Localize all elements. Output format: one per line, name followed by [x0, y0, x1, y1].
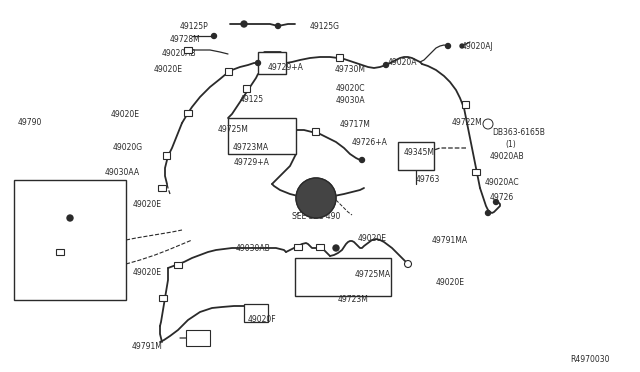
Text: 49020AB: 49020AB	[490, 152, 525, 161]
Text: 49020E: 49020E	[111, 110, 140, 119]
Bar	[337, 54, 344, 61]
Circle shape	[460, 44, 464, 48]
Text: 49726+A: 49726+A	[352, 138, 388, 147]
Text: 49020E: 49020E	[436, 278, 465, 287]
Text: 49020AB: 49020AB	[161, 49, 196, 58]
Text: R4970030: R4970030	[570, 355, 609, 364]
Bar	[258, 52, 286, 74]
Text: 49020E: 49020E	[133, 268, 162, 277]
Text: 49790: 49790	[18, 118, 42, 127]
Bar	[56, 249, 64, 255]
Bar	[174, 262, 182, 268]
Text: DB363-6165B: DB363-6165B	[492, 128, 545, 137]
Text: 49020E: 49020E	[133, 200, 162, 209]
Bar	[158, 185, 166, 191]
Text: 49125P: 49125P	[179, 22, 208, 31]
Text: SEE SEC 490: SEE SEC 490	[292, 212, 340, 221]
Circle shape	[383, 62, 388, 67]
Circle shape	[255, 61, 260, 65]
Circle shape	[360, 157, 365, 163]
Text: 49020E: 49020E	[154, 65, 183, 74]
Text: S: S	[486, 122, 490, 126]
Text: 49020G: 49020G	[113, 143, 143, 152]
Bar	[14, 180, 126, 300]
Circle shape	[241, 21, 247, 27]
Text: 49729+A: 49729+A	[268, 63, 304, 72]
Bar	[463, 100, 470, 108]
Bar	[186, 330, 210, 346]
Circle shape	[333, 245, 339, 251]
Bar	[184, 110, 192, 116]
Text: 49725M: 49725M	[218, 125, 249, 134]
Circle shape	[67, 215, 73, 221]
Text: (1): (1)	[505, 140, 516, 149]
Bar	[312, 128, 319, 135]
Circle shape	[211, 33, 216, 38]
Text: 49125G: 49125G	[310, 22, 340, 31]
Circle shape	[493, 199, 499, 205]
Bar	[225, 67, 232, 74]
Circle shape	[296, 178, 336, 218]
Text: 49020C: 49020C	[336, 84, 365, 93]
Text: 49020AJ: 49020AJ	[462, 42, 493, 51]
Bar	[295, 258, 391, 296]
Text: 49723MA: 49723MA	[233, 143, 269, 152]
Text: 49125: 49125	[240, 95, 264, 104]
Text: 49729+A: 49729+A	[234, 158, 270, 167]
Circle shape	[445, 44, 451, 48]
Text: 49030AA: 49030AA	[105, 168, 140, 177]
Text: 49020A: 49020A	[388, 58, 417, 67]
Text: 49030AB: 49030AB	[236, 244, 270, 253]
Text: 49763: 49763	[416, 175, 440, 184]
Circle shape	[483, 119, 493, 129]
Text: 49020E: 49020E	[358, 234, 387, 243]
Text: 49728M: 49728M	[169, 35, 200, 44]
Circle shape	[404, 260, 412, 267]
Text: 49030A: 49030A	[336, 96, 365, 105]
Bar	[159, 295, 167, 301]
Bar	[294, 244, 302, 250]
Text: 49020AC: 49020AC	[485, 178, 520, 187]
Text: 49730M: 49730M	[335, 65, 366, 74]
Text: 49726: 49726	[490, 193, 515, 202]
Bar	[316, 244, 324, 250]
Circle shape	[275, 23, 280, 29]
Bar	[472, 169, 480, 175]
Text: 49345M: 49345M	[404, 148, 435, 157]
Bar	[228, 118, 296, 154]
Text: 49791MA: 49791MA	[432, 236, 468, 245]
Bar	[244, 304, 268, 322]
Bar	[184, 47, 192, 53]
Text: 49717M: 49717M	[340, 120, 371, 129]
Text: 49723M: 49723M	[338, 295, 369, 304]
Text: 49725MA: 49725MA	[355, 270, 391, 279]
Bar	[398, 142, 434, 170]
Circle shape	[486, 211, 490, 215]
Bar	[163, 151, 170, 158]
Bar	[243, 84, 250, 92]
Text: 49020F: 49020F	[248, 315, 276, 324]
Text: 49791M: 49791M	[131, 342, 162, 351]
Text: 49722M: 49722M	[452, 118, 483, 127]
